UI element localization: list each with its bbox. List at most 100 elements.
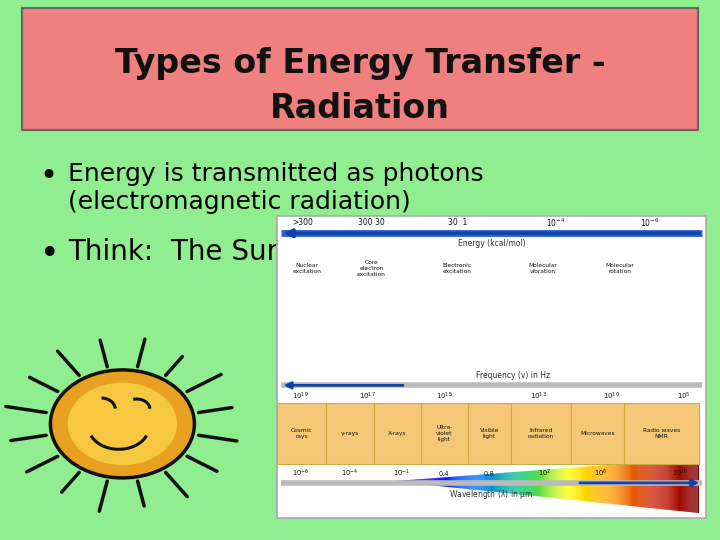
Polygon shape bbox=[678, 460, 679, 511]
Polygon shape bbox=[401, 481, 402, 482]
Polygon shape bbox=[681, 460, 682, 511]
Text: Visible
light: Visible light bbox=[480, 428, 499, 439]
Polygon shape bbox=[409, 480, 410, 483]
Polygon shape bbox=[670, 460, 671, 510]
Polygon shape bbox=[446, 477, 447, 487]
Text: 10$^{19}$: 10$^{19}$ bbox=[292, 390, 309, 402]
Polygon shape bbox=[696, 458, 698, 513]
Text: 10$^{13}$: 10$^{13}$ bbox=[530, 390, 547, 402]
Polygon shape bbox=[630, 463, 631, 506]
Polygon shape bbox=[500, 473, 501, 492]
Polygon shape bbox=[554, 469, 555, 498]
Polygon shape bbox=[408, 480, 409, 483]
Polygon shape bbox=[648, 462, 649, 508]
Polygon shape bbox=[557, 469, 559, 498]
Polygon shape bbox=[426, 478, 428, 485]
Text: 0.4: 0.4 bbox=[439, 471, 449, 477]
Polygon shape bbox=[586, 467, 587, 502]
Polygon shape bbox=[536, 470, 537, 496]
Polygon shape bbox=[437, 478, 438, 486]
Polygon shape bbox=[581, 467, 582, 501]
Polygon shape bbox=[603, 465, 604, 503]
Polygon shape bbox=[488, 474, 489, 491]
Text: Radiation: Radiation bbox=[270, 91, 450, 125]
Polygon shape bbox=[638, 463, 639, 507]
Polygon shape bbox=[547, 469, 548, 497]
Text: Wavelength ($\lambda$) in µm: Wavelength ($\lambda$) in µm bbox=[449, 488, 534, 501]
Text: Radio waves
NMR: Radio waves NMR bbox=[643, 428, 680, 439]
Polygon shape bbox=[649, 462, 650, 508]
Polygon shape bbox=[511, 472, 513, 494]
Polygon shape bbox=[550, 469, 552, 498]
Text: >300: >300 bbox=[292, 218, 313, 227]
Circle shape bbox=[50, 370, 194, 478]
Polygon shape bbox=[660, 461, 662, 509]
Polygon shape bbox=[631, 463, 632, 506]
Polygon shape bbox=[686, 459, 687, 512]
Polygon shape bbox=[544, 470, 545, 497]
Polygon shape bbox=[543, 470, 544, 497]
Polygon shape bbox=[580, 467, 581, 501]
Polygon shape bbox=[481, 475, 482, 490]
Text: 10$^{10}$: 10$^{10}$ bbox=[672, 468, 688, 480]
Text: Nuclear
excitation: Nuclear excitation bbox=[293, 263, 322, 274]
Polygon shape bbox=[665, 461, 666, 510]
Polygon shape bbox=[421, 479, 423, 484]
Polygon shape bbox=[486, 474, 487, 491]
Text: Energy is transmitted as photons: Energy is transmitted as photons bbox=[68, 162, 484, 186]
Polygon shape bbox=[410, 480, 411, 483]
Polygon shape bbox=[673, 460, 674, 510]
Polygon shape bbox=[633, 463, 634, 507]
Polygon shape bbox=[598, 465, 599, 503]
Polygon shape bbox=[585, 467, 586, 501]
Polygon shape bbox=[480, 475, 481, 490]
Polygon shape bbox=[436, 478, 437, 486]
Polygon shape bbox=[611, 464, 613, 504]
Polygon shape bbox=[484, 474, 485, 491]
Polygon shape bbox=[418, 479, 420, 484]
Polygon shape bbox=[655, 461, 657, 509]
Polygon shape bbox=[467, 476, 469, 489]
Polygon shape bbox=[576, 467, 577, 501]
Polygon shape bbox=[406, 480, 408, 483]
Polygon shape bbox=[533, 470, 534, 496]
Polygon shape bbox=[435, 478, 436, 485]
Text: Microwaves: Microwaves bbox=[580, 431, 615, 436]
Polygon shape bbox=[647, 462, 648, 508]
Polygon shape bbox=[456, 476, 457, 488]
Polygon shape bbox=[477, 475, 479, 490]
Polygon shape bbox=[552, 469, 553, 498]
Polygon shape bbox=[395, 481, 396, 482]
Polygon shape bbox=[442, 477, 443, 487]
Polygon shape bbox=[450, 477, 451, 487]
Polygon shape bbox=[616, 464, 618, 504]
Polygon shape bbox=[534, 470, 535, 496]
Polygon shape bbox=[545, 470, 546, 497]
Polygon shape bbox=[458, 476, 459, 488]
Polygon shape bbox=[455, 476, 456, 488]
Polygon shape bbox=[538, 470, 539, 496]
Polygon shape bbox=[676, 460, 677, 511]
Polygon shape bbox=[566, 468, 567, 500]
Text: Infrared
radiation: Infrared radiation bbox=[528, 428, 554, 439]
Polygon shape bbox=[589, 466, 590, 502]
Polygon shape bbox=[516, 472, 518, 494]
Polygon shape bbox=[629, 463, 630, 506]
Polygon shape bbox=[433, 478, 435, 485]
Polygon shape bbox=[431, 478, 432, 485]
Polygon shape bbox=[698, 458, 699, 513]
Text: 10$^{-4}$: 10$^{-4}$ bbox=[546, 217, 565, 228]
Polygon shape bbox=[618, 464, 620, 505]
Polygon shape bbox=[397, 481, 398, 482]
Polygon shape bbox=[523, 471, 525, 495]
Polygon shape bbox=[590, 466, 591, 502]
Polygon shape bbox=[482, 475, 483, 491]
Polygon shape bbox=[416, 480, 418, 484]
Polygon shape bbox=[601, 465, 603, 503]
Polygon shape bbox=[672, 460, 673, 510]
Polygon shape bbox=[471, 475, 472, 489]
Polygon shape bbox=[608, 465, 610, 504]
Polygon shape bbox=[448, 477, 449, 487]
Polygon shape bbox=[496, 474, 497, 492]
Text: 10$^{-4}$: 10$^{-4}$ bbox=[341, 468, 359, 480]
